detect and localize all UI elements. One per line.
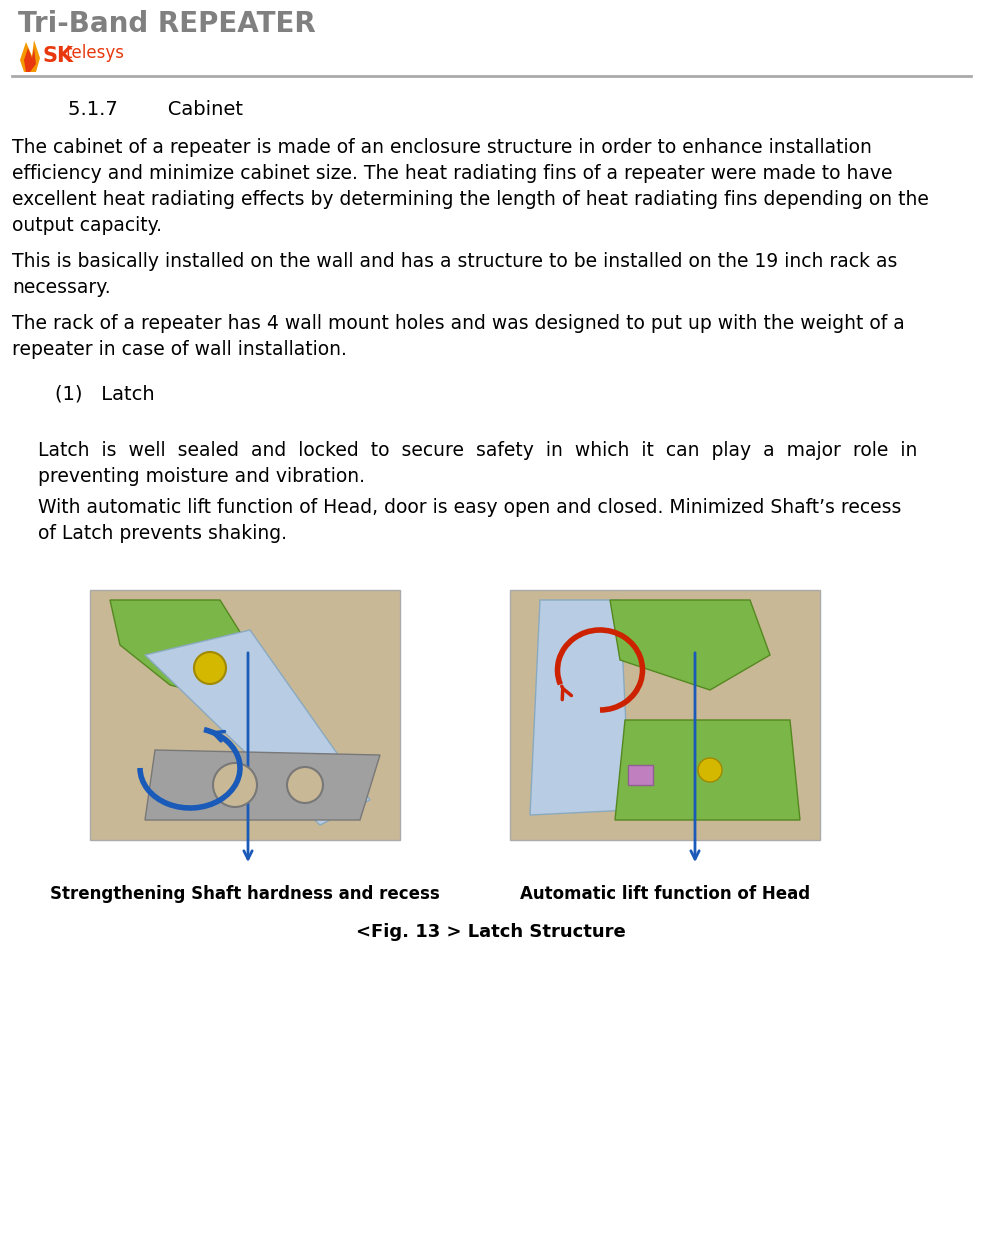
Text: This is basically installed on the wall and has a structure to be installed on t: This is basically installed on the wall … — [12, 252, 897, 271]
Polygon shape — [530, 600, 630, 815]
Circle shape — [698, 758, 722, 782]
Polygon shape — [24, 48, 36, 72]
Text: With automatic lift function of Head, door is easy open and closed. Minimized Sh: With automatic lift function of Head, do… — [38, 498, 901, 517]
Text: <Fig. 13 > Latch Structure: <Fig. 13 > Latch Structure — [356, 923, 626, 941]
Text: Strengthening Shaft hardness and recess: Strengthening Shaft hardness and recess — [50, 886, 439, 903]
Polygon shape — [615, 720, 800, 820]
Text: The rack of a repeater has 4 wall mount holes and was designed to put up with th: The rack of a repeater has 4 wall mount … — [12, 314, 904, 333]
Circle shape — [213, 763, 257, 807]
Text: output capacity.: output capacity. — [12, 216, 162, 235]
Bar — [90, 590, 400, 840]
Bar — [510, 590, 820, 840]
Text: The cabinet of a repeater is made of an enclosure structure in order to enhance : The cabinet of a repeater is made of an … — [12, 138, 872, 156]
Text: preventing moisture and vibration.: preventing moisture and vibration. — [38, 467, 365, 486]
Polygon shape — [145, 630, 370, 825]
Text: efficiency and minimize cabinet size. The heat radiating fins of a repeater were: efficiency and minimize cabinet size. Th… — [12, 164, 893, 183]
Text: (1)   Latch: (1) Latch — [55, 384, 154, 402]
Text: telesys: telesys — [65, 43, 124, 62]
Text: of Latch prevents shaking.: of Latch prevents shaking. — [38, 524, 287, 543]
Polygon shape — [145, 750, 380, 820]
Bar — [628, 765, 653, 785]
Circle shape — [287, 768, 323, 804]
Polygon shape — [20, 40, 40, 72]
Text: Automatic lift function of Head: Automatic lift function of Head — [520, 886, 810, 903]
Text: 5.1.7        Cabinet: 5.1.7 Cabinet — [68, 101, 243, 119]
Polygon shape — [110, 600, 245, 700]
Text: SK: SK — [43, 46, 74, 66]
Circle shape — [194, 652, 226, 684]
Text: repeater in case of wall installation.: repeater in case of wall installation. — [12, 340, 347, 359]
Text: Latch  is  well  sealed  and  locked  to  secure  safety  in  which  it  can  pl: Latch is well sealed and locked to secur… — [38, 441, 917, 460]
Polygon shape — [610, 600, 770, 691]
Text: necessary.: necessary. — [12, 278, 111, 297]
Text: excellent heat radiating effects by determining the length of heat radiating fin: excellent heat radiating effects by dete… — [12, 190, 929, 209]
Text: Tri-Band REPEATER: Tri-Band REPEATER — [18, 10, 316, 39]
